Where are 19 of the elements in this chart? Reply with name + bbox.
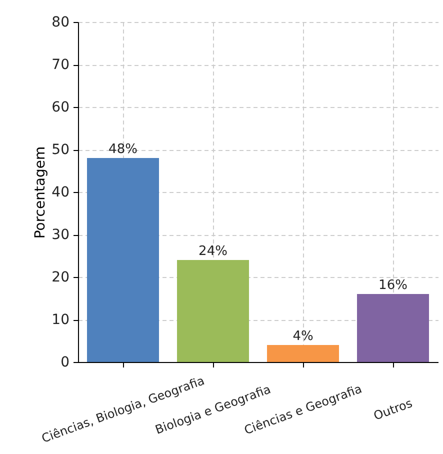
- y-tick-label: 80: [52, 14, 70, 30]
- y-axis-title: Porcentagem: [32, 146, 49, 239]
- bar: [357, 294, 429, 362]
- data-label: 24%: [198, 244, 228, 259]
- x-tick-label: Outros: [372, 396, 414, 423]
- y-tick-label: 60: [52, 100, 70, 116]
- y-tick-label: 0: [60, 354, 70, 370]
- data-label: 4%: [292, 329, 314, 344]
- y-tick-label: 40: [52, 184, 70, 200]
- data-label: 16%: [378, 278, 408, 293]
- y-tick-label: 50: [52, 142, 70, 158]
- data-label: 48%: [108, 142, 138, 157]
- y-tick-label: 20: [52, 270, 70, 286]
- y-tick-label: 30: [52, 227, 70, 243]
- bar: [177, 260, 249, 362]
- bar: [87, 158, 159, 362]
- y-tick-label: 10: [52, 312, 70, 328]
- bar: [267, 345, 339, 362]
- y-tick-label: 70: [52, 57, 70, 73]
